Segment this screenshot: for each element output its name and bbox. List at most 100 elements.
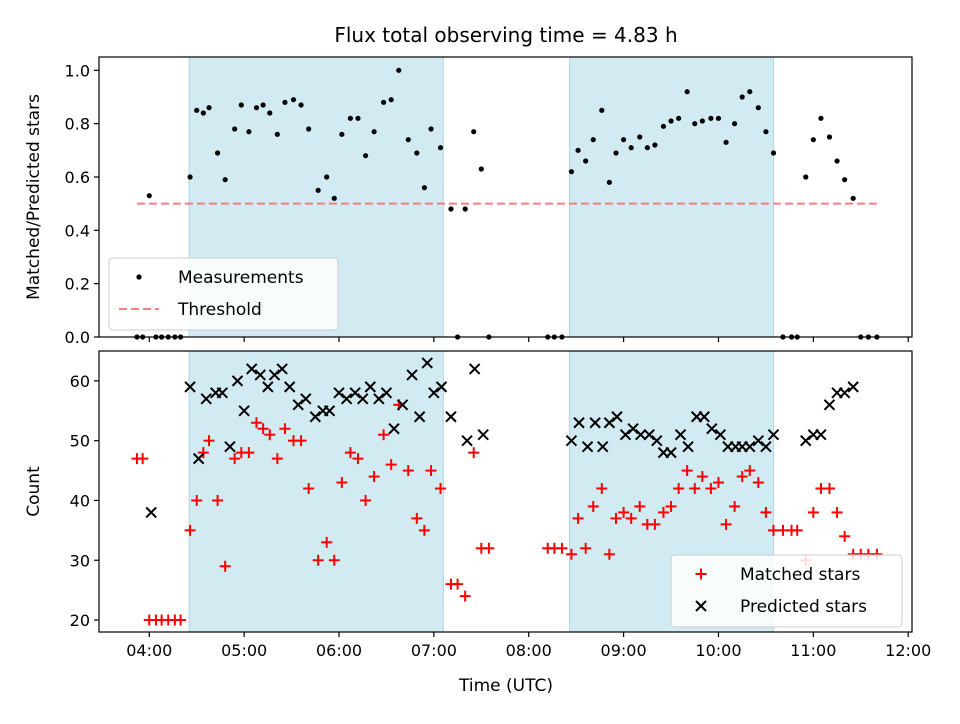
data-point (428, 387, 440, 399)
y-tick-label: 50 (70, 432, 90, 451)
legend-entry: Threshold (119, 300, 262, 320)
data-point (660, 123, 667, 129)
panel-count: 04:00 05:00 06:00 07:00 08:00 09:00 10:00 11:00… (24, 350, 931, 660)
data-point (445, 411, 457, 423)
legend-entry: Matched stars (695, 565, 860, 585)
data-point (396, 67, 402, 73)
data-point (739, 94, 745, 100)
legend-label: Threshold (177, 300, 262, 320)
data-point (674, 428, 687, 441)
x-tick-label: 08:00 (506, 641, 552, 660)
data-point (260, 102, 266, 108)
x-tick-label: 11:00 (790, 641, 836, 660)
data-point (714, 428, 727, 441)
y-tick-label: 0.2 (65, 275, 90, 294)
data-point (362, 153, 369, 159)
data-point (437, 145, 444, 151)
data-point (657, 506, 669, 518)
data-point (637, 134, 643, 140)
data-point (413, 411, 426, 423)
data-point (708, 115, 714, 121)
data-point (705, 483, 717, 495)
y-tick-label: 0.4 (65, 221, 90, 240)
data-point (565, 434, 578, 447)
data-point (810, 137, 816, 143)
data-point (621, 137, 627, 143)
data-point (290, 97, 297, 103)
data-point (448, 206, 454, 212)
data-point (619, 428, 632, 441)
data-point (200, 393, 212, 405)
data-point (298, 102, 304, 108)
data-point (689, 483, 701, 495)
data-point (625, 512, 637, 524)
data-point (268, 369, 281, 381)
series-predicted-stars (145, 357, 859, 519)
data-point (421, 357, 433, 369)
data-point (589, 417, 601, 429)
data-point (191, 494, 203, 506)
legend-entry: Predicted stars (695, 597, 867, 617)
data-point (834, 158, 840, 164)
data-point (676, 115, 682, 121)
data-point (360, 494, 372, 506)
data-point (767, 524, 779, 536)
data-point (324, 174, 330, 180)
data-point (823, 483, 835, 495)
data-point (264, 429, 276, 441)
data-point (137, 453, 149, 465)
data-point (292, 399, 304, 411)
data-point (468, 447, 480, 459)
data-point (681, 465, 693, 477)
data-point (483, 542, 495, 554)
data-point (279, 423, 291, 435)
data-point (767, 428, 780, 441)
data-point (262, 381, 274, 393)
legend-label: Predicted stars (740, 597, 867, 617)
y-tick-label: 40 (70, 491, 90, 510)
data-point (760, 440, 772, 453)
data-point (184, 381, 196, 393)
x-axis-label: Time (UTC) (458, 676, 553, 696)
data-point (643, 428, 655, 441)
data-point (328, 554, 340, 566)
data-point (603, 548, 615, 560)
data-point (823, 399, 836, 411)
data-point (603, 417, 616, 429)
data-point (435, 483, 447, 495)
data-point (850, 195, 856, 201)
data-point (692, 121, 698, 127)
data-point (715, 115, 722, 121)
plot-frame (98, 56, 913, 338)
data-point (145, 506, 157, 519)
data-point (627, 423, 639, 435)
data-point (396, 399, 409, 411)
data-point (644, 145, 650, 151)
data-point (331, 195, 337, 201)
data-point (257, 423, 269, 435)
legend: Measurements Threshold (108, 257, 339, 331)
data-point (229, 453, 241, 465)
data-point (461, 434, 473, 447)
data-point (634, 500, 646, 512)
y-tick-label: 0.0 (65, 328, 90, 347)
y-tick-label: 20 (70, 611, 90, 630)
data-point (477, 428, 489, 441)
plot-frame (98, 350, 913, 633)
data-point (459, 590, 471, 602)
data-point (673, 483, 685, 495)
data-point (232, 126, 238, 132)
data-point (634, 428, 647, 441)
data-point (340, 393, 353, 405)
x-tick-label: 06:00 (316, 641, 362, 660)
y-tick-label: 60 (70, 372, 90, 391)
data-point (406, 369, 418, 381)
data-point (573, 417, 585, 429)
y-tick-label: 0.6 (65, 168, 90, 187)
data-point (192, 452, 205, 465)
data-point (744, 440, 756, 453)
data-point (246, 363, 258, 375)
data-point (628, 145, 634, 151)
data-point (315, 187, 321, 193)
